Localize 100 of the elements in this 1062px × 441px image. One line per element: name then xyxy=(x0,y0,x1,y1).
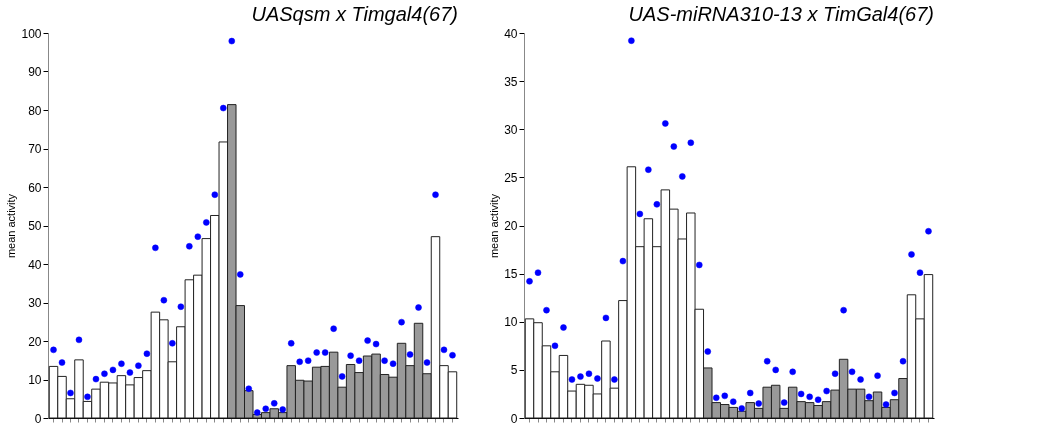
point xyxy=(75,336,83,344)
point xyxy=(160,296,168,304)
point xyxy=(645,166,652,173)
point xyxy=(152,244,159,252)
point xyxy=(526,278,533,285)
point xyxy=(398,318,405,326)
point xyxy=(763,357,771,365)
point xyxy=(372,340,380,348)
point xyxy=(857,376,864,383)
point xyxy=(840,306,847,314)
point xyxy=(287,340,295,347)
point xyxy=(653,201,661,208)
point xyxy=(577,373,584,380)
point xyxy=(355,357,363,364)
point xyxy=(347,352,354,359)
point xyxy=(237,271,244,278)
point xyxy=(186,243,193,250)
point xyxy=(415,304,422,311)
point xyxy=(721,392,729,400)
point xyxy=(101,370,108,377)
point xyxy=(262,405,269,412)
y-axis-title: mean activity xyxy=(5,193,18,259)
y-tick-label: 25 xyxy=(504,170,518,185)
point xyxy=(662,120,669,127)
point xyxy=(304,357,312,364)
point xyxy=(899,357,907,365)
point xyxy=(568,376,576,383)
point xyxy=(560,324,567,331)
point xyxy=(338,373,346,380)
point xyxy=(423,359,431,366)
y-tick-label: 10 xyxy=(28,373,42,387)
point xyxy=(58,359,66,366)
chart-title: UAS-miRNA310-13 x TimGal4(67) xyxy=(628,3,934,25)
point xyxy=(602,314,610,322)
point xyxy=(143,350,151,357)
point xyxy=(925,228,932,235)
point xyxy=(797,390,805,398)
point xyxy=(729,398,737,405)
chart-title: UASqsm x Timgal4(67) xyxy=(251,3,458,25)
point xyxy=(619,257,627,265)
point xyxy=(330,325,337,332)
y-axis-title: mean activity xyxy=(488,193,501,259)
point xyxy=(364,337,371,344)
point xyxy=(84,393,91,401)
point xyxy=(704,348,712,355)
point xyxy=(882,401,890,408)
point xyxy=(551,342,559,350)
y-tick-label: 40 xyxy=(504,26,518,41)
point xyxy=(865,393,873,401)
point xyxy=(313,349,320,356)
y-tick-label: 50 xyxy=(28,219,42,233)
y-tick-label: 80 xyxy=(28,103,42,118)
point xyxy=(823,387,830,395)
y-tick-label: 20 xyxy=(504,219,518,233)
point xyxy=(585,370,593,377)
y-tick-label: 15 xyxy=(504,267,518,282)
y-tick-label: 60 xyxy=(28,180,42,195)
point xyxy=(891,389,898,397)
point xyxy=(432,191,439,198)
point xyxy=(92,375,100,383)
point xyxy=(177,303,185,310)
point xyxy=(848,368,856,376)
point xyxy=(738,405,745,412)
y-tick-label: 70 xyxy=(28,142,42,156)
y-tick-label: 10 xyxy=(504,315,518,330)
point xyxy=(611,376,618,383)
point xyxy=(696,261,703,269)
point xyxy=(789,368,796,376)
point xyxy=(270,400,278,407)
point xyxy=(772,366,779,374)
point xyxy=(908,251,915,258)
y-tick-label: 35 xyxy=(504,74,518,89)
point xyxy=(636,210,644,218)
point xyxy=(50,346,57,354)
point xyxy=(389,360,397,367)
point xyxy=(440,346,448,354)
point xyxy=(679,173,686,180)
point xyxy=(814,396,822,403)
point xyxy=(449,352,456,359)
point xyxy=(109,366,117,374)
point xyxy=(211,191,219,198)
point xyxy=(534,269,542,276)
point xyxy=(228,37,236,45)
point xyxy=(67,389,74,397)
point xyxy=(628,37,635,44)
point xyxy=(245,385,253,392)
point xyxy=(594,375,601,382)
y-tick-label: 30 xyxy=(504,122,518,137)
y-tick-label: 100 xyxy=(21,26,42,41)
y-tick-label: 0 xyxy=(34,411,42,426)
point xyxy=(321,349,329,356)
y-tick-label: 0 xyxy=(510,411,518,426)
point xyxy=(169,340,176,347)
y-tick-label: 30 xyxy=(28,296,42,310)
point xyxy=(831,370,839,377)
point xyxy=(220,104,227,112)
point xyxy=(253,409,261,416)
point xyxy=(780,399,788,406)
point xyxy=(755,400,762,407)
y-tick-label: 40 xyxy=(28,257,42,272)
